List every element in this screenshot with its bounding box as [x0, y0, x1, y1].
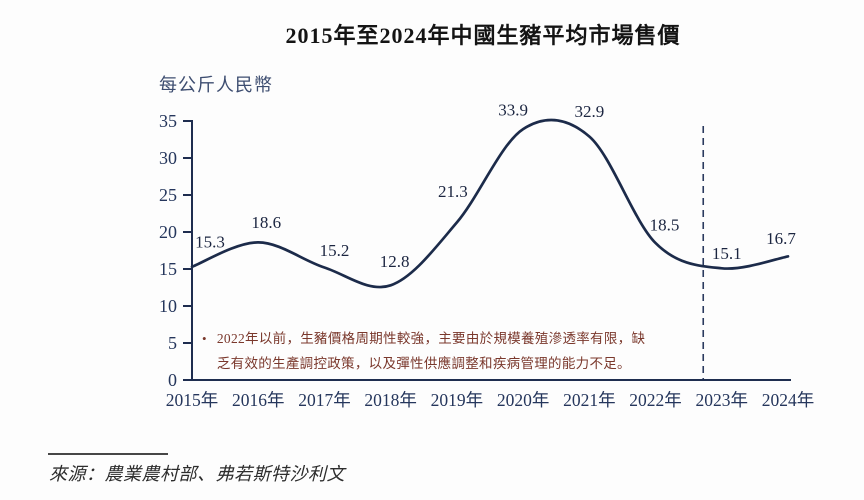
x-axis-tick-label: 2017年: [298, 390, 351, 410]
data-point-label: 33.9: [498, 101, 528, 120]
x-axis-tick-label: 2019年: [431, 390, 484, 410]
data-point-label: 18.5: [650, 216, 680, 235]
data-point-label: 18.6: [251, 213, 281, 232]
price-line-chart: 0 5 10 15 20 25 30 35 2015年 2016年 2017年 2018年 2019年 2…: [159, 101, 815, 410]
y-axis-tick-label: 15: [159, 259, 177, 279]
data-point-label: 12.8: [380, 252, 410, 271]
y-axis-tick-label: 25: [159, 185, 177, 205]
x-axis-tick-label: 2018年: [364, 390, 417, 410]
price-curve: [190, 118, 790, 289]
y-axis-tick-label: 20: [159, 222, 177, 242]
bullet-icon: •: [202, 331, 207, 346]
data-point-label: 15.1: [712, 244, 742, 263]
y-axis-tick-label: 35: [159, 111, 177, 131]
y-axis-tick-label: 5: [168, 333, 177, 353]
chart-title: 2015年至2024年中國生豬平均市場售價: [285, 23, 681, 48]
data-point-label: 32.9: [574, 102, 604, 121]
annotation-box: • 2022年以前，生豬價格周期性較強，主要由於規模養殖滲透率有限，缺乏有效的生…: [202, 326, 654, 376]
source-divider: [48, 453, 168, 455]
x-axis-tick-label: 2016年: [232, 390, 285, 410]
y-axis-tick-label: 0: [168, 370, 177, 390]
x-axis-tick-label: 2021年: [563, 390, 616, 410]
y-axis-tick-label: 10: [159, 296, 177, 316]
y-axis-tick-label: 30: [159, 148, 177, 168]
x-axis-tick-label: 2023年: [696, 390, 749, 410]
x-axis-tick-label: 2022年: [629, 390, 682, 410]
data-point-label: 21.3: [438, 182, 468, 201]
x-axis-tick-label: 2020年: [497, 390, 550, 410]
y-axis-unit-label: 每公斤人民幣: [159, 75, 273, 95]
data-point-label: 16.7: [766, 229, 796, 248]
x-axis-tick-label: 2024年: [762, 390, 815, 410]
x-axis-tick-label: 2015年: [166, 390, 219, 410]
data-point-label: 15.3: [195, 232, 225, 251]
annotation-text: 2022年以前，生豬價格周期性較強，主要由於規模養殖滲透率有限，缺乏有效的生產調…: [216, 331, 646, 371]
data-point-label: 15.2: [320, 241, 350, 260]
source-text: 來源：農業農村部、弗若斯特沙利文: [49, 464, 345, 484]
